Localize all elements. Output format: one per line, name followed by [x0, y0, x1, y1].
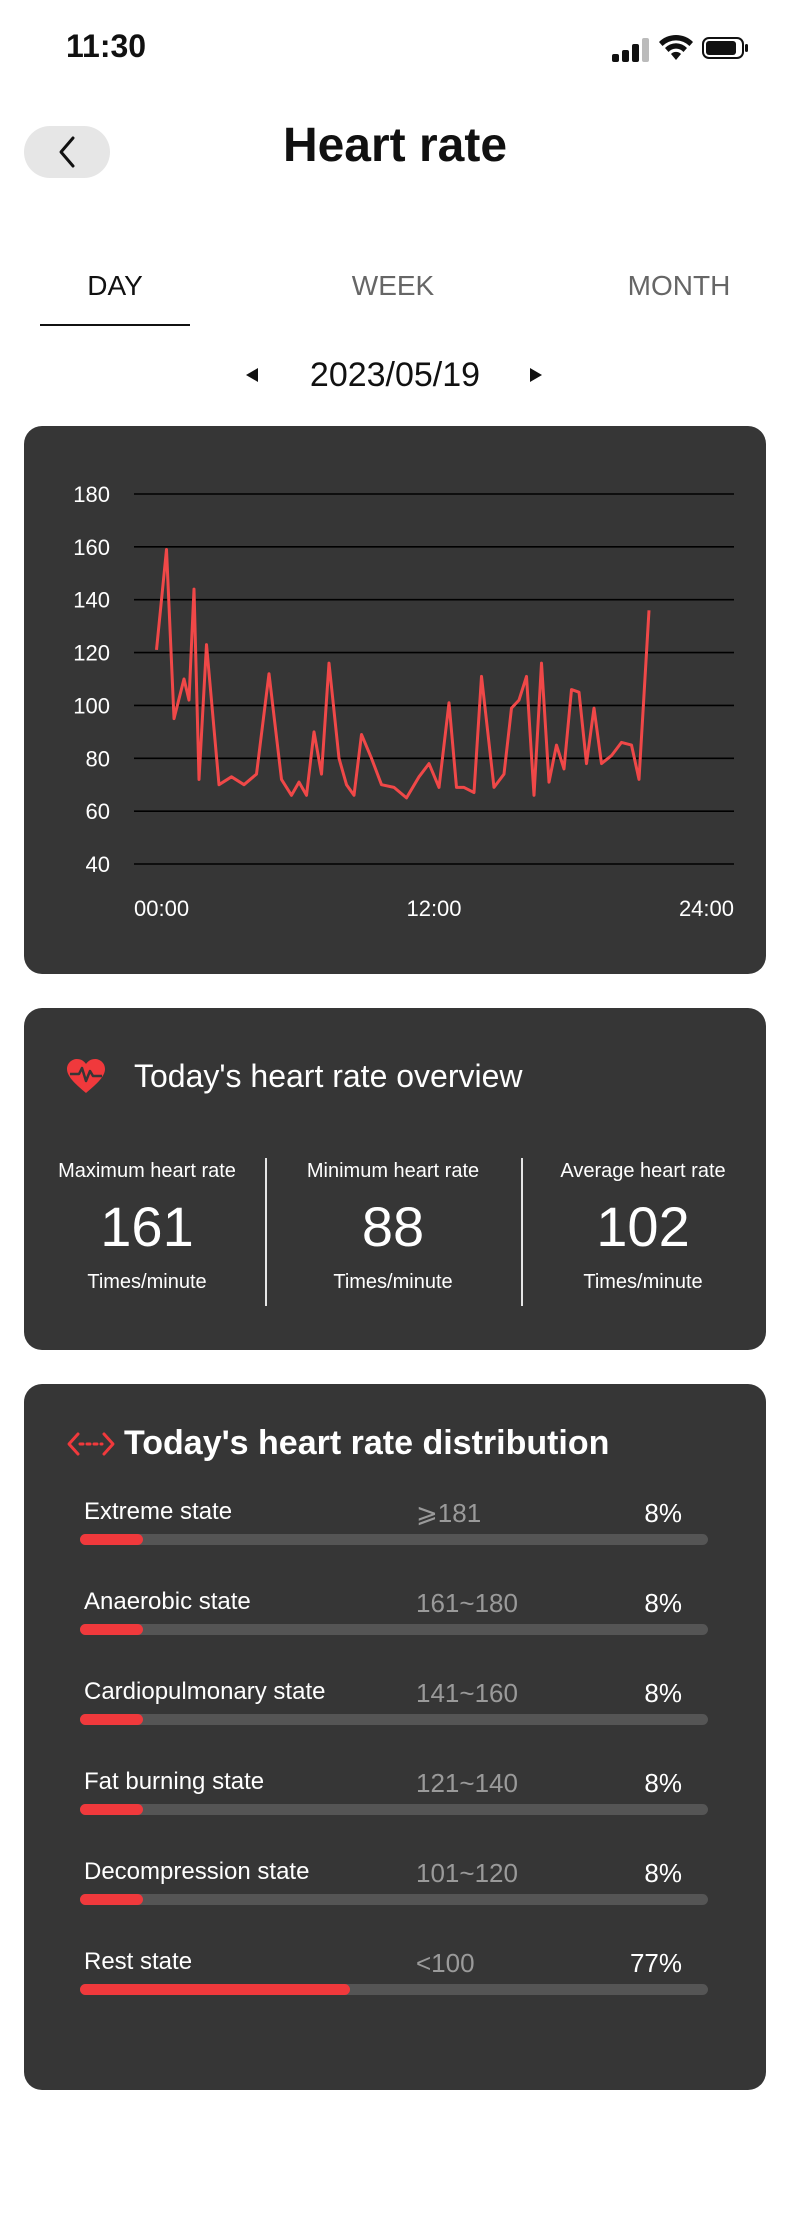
distribution-row-rest: Rest state <100 77% [80, 1948, 710, 2018]
y-tick-label: 40 [86, 852, 110, 877]
stat-unit: Times/minute [333, 1271, 453, 1293]
status-time: 11:30 [66, 28, 147, 64]
tab-week[interactable]: WEEK [351, 270, 435, 301]
state-name: Fat burning state [84, 1768, 265, 1795]
distribution-title: Today's heart rate distribution [124, 1424, 610, 1462]
avg-heart-rate-stat: Average heart rate 102 Times/minute [520, 1160, 766, 1294]
distribution-row-decompression: Decompression state 101~120 8% [80, 1858, 710, 1928]
x-tick-label: 12:00 [406, 896, 461, 921]
back-button[interactable] [24, 126, 110, 178]
y-tick-label: 60 [86, 799, 110, 824]
heart-rate-distribution-card: Today's heart rate distribution Extreme … [24, 1384, 766, 2090]
heart-rate-line-chart: 180 160 140 120 100 80 60 40 00:00 12:00 24:00 [73, 482, 734, 921]
state-name: Cardiopulmonary state [84, 1678, 326, 1705]
chevron-left-icon [59, 136, 75, 168]
y-tick-label: 80 [86, 746, 110, 771]
page-title: Heart rate [282, 119, 508, 172]
status-bar: 11:30 [0, 0, 790, 96]
stat-value: 161 [100, 1195, 194, 1258]
stat-value: 88 [361, 1195, 425, 1258]
state-name: Decompression state [84, 1858, 310, 1885]
state-range: 121~140 [416, 1768, 518, 1798]
stat-label: Maximum heart rate [58, 1160, 236, 1182]
max-heart-rate-stat: Maximum heart rate 161 Times/minute [24, 1160, 270, 1294]
state-percent: 8% [644, 1678, 682, 1708]
state-range: <100 [416, 1948, 475, 1978]
state-percent: 8% [644, 1498, 682, 1528]
state-range: ⩾181 [416, 1498, 482, 1528]
state-percent: 77% [629, 1948, 682, 1978]
state-range: 161~180 [416, 1588, 518, 1618]
active-tab-indicator [40, 324, 190, 326]
progress-fill [80, 1894, 143, 1905]
y-tick-label: 140 [73, 588, 110, 613]
progress-fill [80, 1984, 351, 1995]
divider [265, 1158, 267, 1306]
min-heart-rate-stat: Minimum heart rate 88 Times/minute [270, 1160, 516, 1294]
y-tick-label: 120 [73, 641, 110, 666]
tab-day[interactable]: DAY [87, 270, 143, 301]
progress-fill [80, 1714, 143, 1725]
state-percent: 8% [644, 1858, 682, 1888]
stat-label: Minimum heart rate [306, 1160, 480, 1182]
stat-label: Average heart rate [560, 1160, 726, 1182]
state-percent: 8% [644, 1588, 682, 1618]
current-date: 2023/05/19 [309, 356, 481, 394]
distribution-row-extreme: Extreme state ⩾181 8% [80, 1498, 710, 1568]
stat-unit: Times/minute [583, 1271, 703, 1293]
y-tick-label: 100 [73, 693, 110, 718]
range-arrows-icon [67, 1432, 115, 1455]
progress-track [80, 1534, 708, 1545]
battery-icon [702, 37, 748, 59]
previous-date-button[interactable] [246, 368, 258, 382]
wifi-icon [659, 34, 693, 60]
overview-title: Today's heart rate overview [134, 1058, 523, 1094]
state-name: Anaerobic state [84, 1588, 251, 1615]
progress-track [80, 1714, 708, 1725]
stat-unit: Times/minute [87, 1271, 207, 1293]
heart-pulse-icon [67, 1058, 105, 1093]
y-tick-label: 160 [73, 535, 110, 560]
state-name: Rest state [84, 1948, 193, 1975]
y-tick-label: 180 [73, 482, 110, 507]
progress-track [80, 1894, 708, 1905]
state-range: 101~120 [416, 1858, 518, 1888]
distribution-row-anaerobic: Anaerobic state 161~180 8% [80, 1588, 710, 1658]
divider [521, 1158, 523, 1306]
progress-track [80, 1624, 708, 1635]
heart-rate-series-line [155, 548, 651, 800]
state-name: Extreme state [84, 1498, 233, 1525]
progress-track [80, 1984, 708, 1995]
x-tick-label: 24:00 [679, 896, 734, 921]
stat-value: 102 [596, 1195, 690, 1258]
x-tick-label: 00:00 [134, 896, 189, 921]
progress-track [80, 1804, 708, 1815]
date-selector: 2023/05/19 [0, 354, 790, 398]
distribution-row-fat-burning: Fat burning state 121~140 8% [80, 1768, 710, 1838]
state-range: 141~160 [416, 1678, 518, 1708]
heart-rate-overview-card: Today's heart rate overview Maximum hear… [24, 1008, 766, 1350]
next-date-button[interactable] [530, 368, 542, 382]
cellular-signal-icon [612, 38, 650, 62]
progress-fill [80, 1534, 143, 1545]
distribution-row-cardiopulmonary: Cardiopulmonary state 141~160 8% [80, 1678, 710, 1748]
state-percent: 8% [644, 1768, 682, 1798]
tab-month[interactable]: MONTH [627, 270, 731, 301]
progress-fill [80, 1624, 143, 1635]
heart-rate-chart-card: 180 160 140 120 100 80 60 40 00:00 12:00 24:00 [24, 426, 766, 974]
progress-fill [80, 1804, 143, 1815]
